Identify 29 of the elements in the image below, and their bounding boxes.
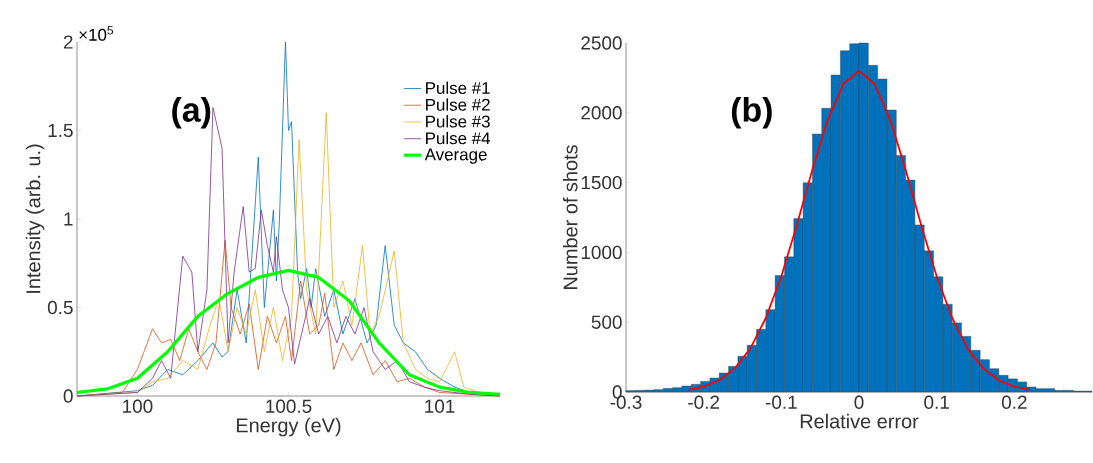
y-tick-label: 1.5	[48, 123, 73, 138]
x-tick-label: 0	[854, 395, 864, 409]
x-axis-title: Relative error	[800, 413, 919, 429]
annotation: (a)	[172, 97, 211, 129]
y-axis-title: Intensity (arb. u.)	[25, 144, 45, 293]
x-tick-label: 101	[425, 399, 455, 413]
x-tick-label: 0.2	[1001, 395, 1027, 409]
y-tick-label: 2500	[581, 36, 622, 50]
text: ×10$^{5}$	[79, 26, 114, 41]
y-axis-title: Number of shots	[562, 145, 578, 289]
x-axis-title: Energy (eV)	[236, 417, 341, 437]
x-tick-label: -0.2	[688, 395, 720, 409]
x-tick-label: 0.1	[924, 395, 949, 409]
annotation: (b)	[731, 97, 772, 129]
legend-label: Pulse #3	[426, 115, 490, 128]
x-tick-label: 100	[123, 399, 153, 413]
y-tick-label: 0.5	[47, 300, 73, 315]
legend-label: Pulse #4	[426, 131, 491, 145]
legend-label: Pulse #2	[426, 98, 490, 111]
y-tick-label: 1	[64, 212, 73, 226]
x-tick-label: 100.5	[266, 399, 312, 413]
legend-label: Pulse #1	[426, 81, 490, 95]
y-tick-label: 2000	[581, 106, 622, 120]
y-tick-label: 1500	[581, 175, 622, 190]
legend-label: Average	[424, 148, 487, 164]
y-tick-label: 500	[591, 315, 622, 329]
y-tick-label: 2	[63, 35, 73, 49]
x-tick-label: -0.1	[765, 395, 797, 409]
y-tick-label: 1000	[581, 245, 622, 260]
